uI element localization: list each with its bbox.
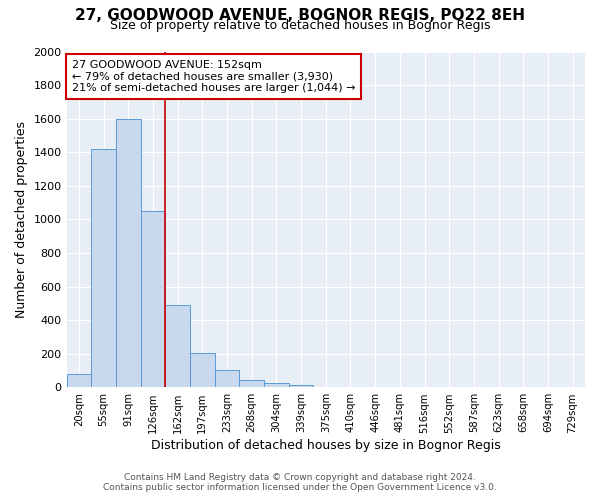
Bar	[239, 380, 264, 388]
Bar	[264, 383, 289, 388]
Text: 27 GOODWOOD AVENUE: 152sqm
← 79% of detached houses are smaller (3,930)
21% of s: 27 GOODWOOD AVENUE: 152sqm ← 79% of deta…	[72, 60, 355, 93]
Text: Contains HM Land Registry data © Crown copyright and database right 2024.
Contai: Contains HM Land Registry data © Crown c…	[103, 473, 497, 492]
Bar	[116, 118, 140, 388]
Bar	[91, 149, 116, 388]
Text: 27, GOODWOOD AVENUE, BOGNOR REGIS, PO22 8EH: 27, GOODWOOD AVENUE, BOGNOR REGIS, PO22 …	[75, 8, 525, 22]
Bar	[190, 353, 215, 388]
Bar	[289, 385, 313, 388]
Y-axis label: Number of detached properties: Number of detached properties	[15, 121, 28, 318]
X-axis label: Distribution of detached houses by size in Bognor Regis: Distribution of detached houses by size …	[151, 440, 500, 452]
Bar	[140, 211, 165, 388]
Bar	[67, 374, 91, 388]
Text: Size of property relative to detached houses in Bognor Regis: Size of property relative to detached ho…	[110, 19, 490, 32]
Bar	[165, 305, 190, 388]
Bar	[215, 370, 239, 388]
